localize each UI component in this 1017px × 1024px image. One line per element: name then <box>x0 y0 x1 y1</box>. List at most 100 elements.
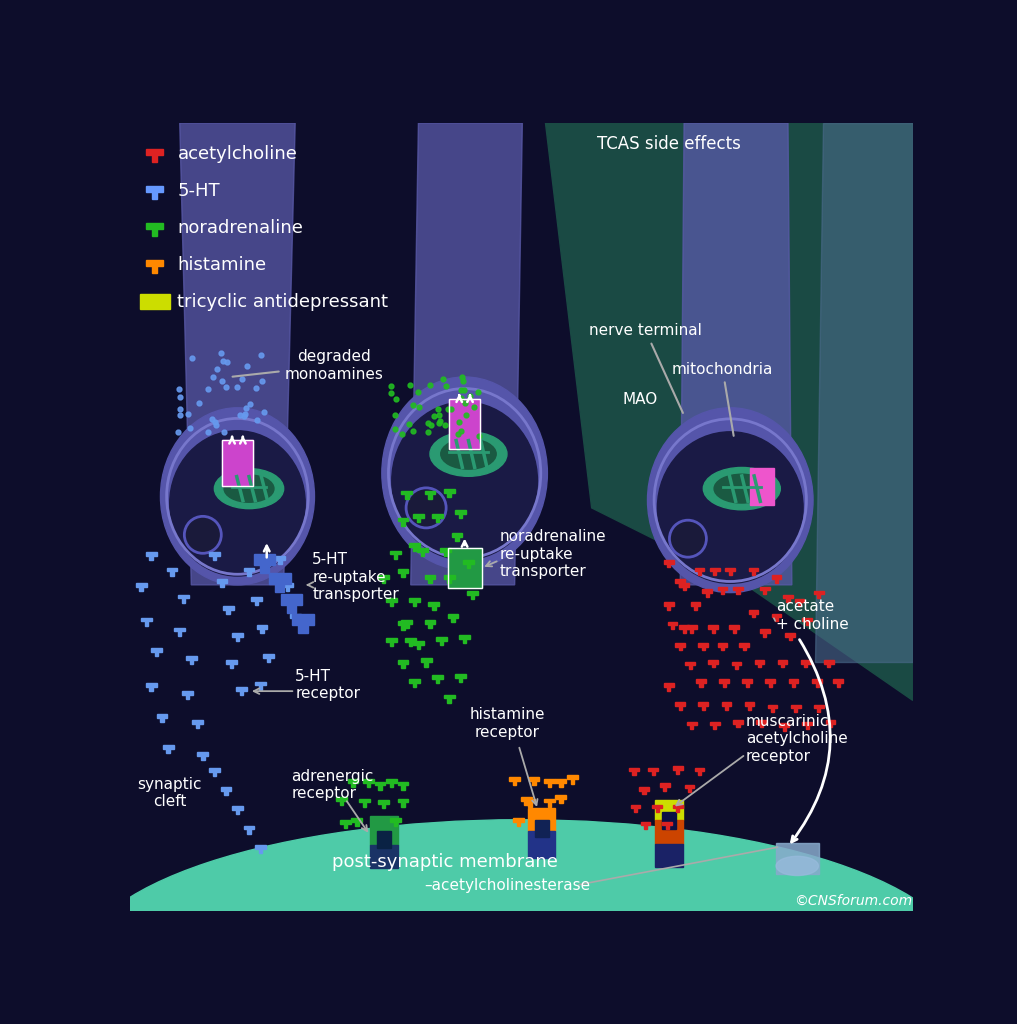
Bar <box>706 593 709 597</box>
Bar <box>255 601 258 605</box>
Bar <box>791 705 800 709</box>
Bar <box>253 554 276 565</box>
Bar <box>467 591 478 595</box>
Bar <box>402 620 412 624</box>
Bar <box>649 768 658 771</box>
Bar <box>163 744 174 749</box>
Bar <box>424 575 435 580</box>
Bar <box>152 193 157 199</box>
Bar <box>521 797 532 801</box>
Bar <box>221 787 231 791</box>
Bar <box>447 580 451 584</box>
Bar <box>655 845 682 867</box>
Bar <box>731 662 741 666</box>
Bar <box>698 771 701 775</box>
Bar <box>221 583 224 587</box>
Bar <box>382 580 385 584</box>
Bar <box>443 489 455 493</box>
Bar <box>559 799 562 803</box>
Bar <box>382 804 385 808</box>
Bar <box>436 517 439 522</box>
Bar <box>359 799 370 803</box>
Ellipse shape <box>215 469 284 509</box>
Bar <box>390 602 394 606</box>
Bar <box>195 724 199 728</box>
Bar <box>355 821 359 826</box>
Bar <box>145 683 157 687</box>
Bar <box>783 595 793 598</box>
Polygon shape <box>815 123 913 662</box>
Bar <box>286 587 289 591</box>
Bar <box>687 788 691 793</box>
Text: –acetylcholinesterase: –acetylcholinesterase <box>424 878 590 893</box>
Bar <box>141 617 152 622</box>
Bar <box>559 783 562 787</box>
Bar <box>432 676 443 679</box>
Bar <box>424 620 435 624</box>
Bar <box>772 575 781 579</box>
Bar <box>398 622 409 626</box>
Bar <box>275 556 285 560</box>
Bar <box>532 781 536 785</box>
Bar <box>432 606 435 610</box>
Bar <box>679 583 689 587</box>
Bar <box>450 398 480 449</box>
Polygon shape <box>680 123 792 585</box>
Bar <box>440 548 451 552</box>
Bar <box>471 595 474 599</box>
Text: MAO: MAO <box>622 392 658 407</box>
Ellipse shape <box>440 439 496 469</box>
Bar <box>813 679 822 683</box>
Bar <box>689 666 692 669</box>
Bar <box>290 613 301 617</box>
Bar <box>826 720 835 724</box>
Bar <box>789 637 792 640</box>
Bar <box>709 660 718 664</box>
Bar <box>232 633 243 637</box>
Bar <box>644 825 647 829</box>
Ellipse shape <box>704 467 780 510</box>
Bar <box>402 664 405 668</box>
Bar <box>758 664 761 668</box>
Bar <box>804 664 807 668</box>
Bar <box>652 805 662 808</box>
Polygon shape <box>411 123 523 585</box>
Bar <box>149 556 153 560</box>
Bar <box>676 808 679 812</box>
Bar <box>786 598 789 602</box>
Bar <box>675 702 685 706</box>
Bar <box>262 653 274 657</box>
Bar <box>227 610 230 614</box>
Bar <box>771 709 774 712</box>
Bar <box>528 831 555 858</box>
Bar <box>665 825 669 829</box>
Bar <box>213 772 216 776</box>
Bar <box>678 647 681 650</box>
Bar <box>529 803 532 807</box>
Bar <box>682 629 685 633</box>
Bar <box>735 666 738 669</box>
Bar <box>766 679 775 683</box>
Bar <box>722 702 731 706</box>
Bar <box>818 594 821 598</box>
Bar <box>178 595 189 598</box>
Bar <box>157 714 168 718</box>
Bar <box>363 803 366 807</box>
Bar <box>386 779 397 783</box>
Bar <box>710 567 720 571</box>
Bar <box>667 606 670 609</box>
Bar <box>152 229 157 236</box>
Bar <box>760 630 770 633</box>
Bar <box>292 614 313 625</box>
Bar <box>136 583 146 587</box>
Bar <box>805 622 809 625</box>
Bar <box>398 781 409 785</box>
Bar <box>278 560 282 564</box>
Bar <box>244 825 254 829</box>
Bar <box>398 517 409 521</box>
Bar <box>224 791 228 795</box>
Bar <box>398 659 409 664</box>
Bar <box>664 683 673 687</box>
Circle shape <box>184 516 222 553</box>
Bar <box>802 617 813 622</box>
